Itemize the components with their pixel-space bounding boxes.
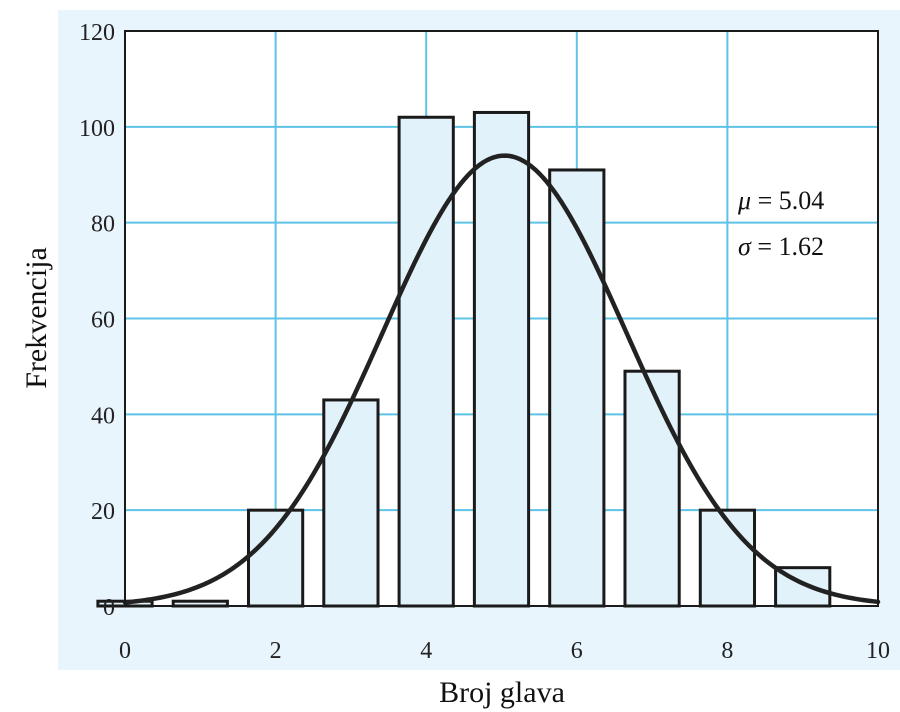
y-axis-title: Frekvencija <box>20 247 53 389</box>
x-tick-label: 8 <box>721 638 733 664</box>
histogram-bar <box>397 115 455 608</box>
x-tick-label: 0 <box>119 638 131 664</box>
y-tick-label: 80 <box>91 212 115 238</box>
sigma-symbol: σ <box>738 232 752 261</box>
y-tick-label: 0 <box>103 595 115 621</box>
x-tick-label: 6 <box>571 638 583 664</box>
normal-fit-curve <box>122 153 881 605</box>
sigma-annotation: σ = 1.62 <box>738 232 824 261</box>
histogram-bar <box>246 508 305 608</box>
histogram-bar <box>472 110 531 608</box>
x-tick-label: 10 <box>866 638 890 664</box>
mu-annotation: μ = 5.04 <box>737 186 824 215</box>
histogram-bar <box>548 168 606 608</box>
histogram-bar <box>698 508 757 608</box>
histogram-bar <box>623 369 681 608</box>
plot-frame <box>124 30 879 607</box>
mu-value: = 5.04 <box>751 186 824 215</box>
y-tick-label: 40 <box>91 403 115 429</box>
x-tick-label: 4 <box>420 638 432 664</box>
sigma-value: = 1.62 <box>751 232 824 261</box>
y-tick-label: 120 <box>79 20 115 46</box>
x-axis-ticks: 0 2 4 6 8 10 <box>119 638 890 664</box>
x-tick-label: 2 <box>270 638 282 664</box>
x-axis-title: Broj glava <box>439 676 565 709</box>
histogram-bar <box>322 398 380 608</box>
y-axis-ticks: 0 20 40 60 80 100 120 <box>79 20 115 621</box>
mu-symbol: μ <box>737 186 751 215</box>
y-tick-label: 100 <box>79 116 115 142</box>
histogram-bars <box>96 110 832 608</box>
y-tick-label: 20 <box>91 499 115 525</box>
y-tick-label: 60 <box>91 308 115 334</box>
